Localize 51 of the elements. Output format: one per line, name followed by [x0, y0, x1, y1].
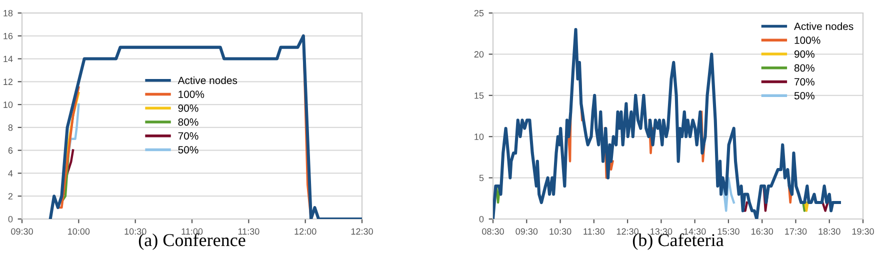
x-tick-label: 09:30	[11, 228, 33, 235]
x-tick-label: 08:30	[482, 228, 504, 235]
y-tick-label: 0	[8, 216, 13, 222]
text: (a) Conference	[138, 233, 246, 250]
y-tick-label: 0	[479, 216, 484, 222]
x-tick-label: 11:30	[584, 228, 605, 235]
y-tick-label: 4	[8, 170, 13, 176]
y-tick-label: 10	[4, 102, 13, 108]
x-tick-label: 11:00	[182, 228, 203, 235]
legend-label: 90%	[794, 50, 814, 58]
legend-label: 70%	[794, 78, 814, 86]
x-tick-label: 11:30	[238, 228, 260, 235]
x-tick-label: 15:30	[718, 228, 740, 235]
y-tick-label: 2	[8, 193, 13, 200]
y-tick-label: 15	[474, 92, 484, 99]
y-tick-label: 25	[474, 10, 484, 16]
x-tick-label: 13:30	[650, 228, 672, 235]
legend-label: Active nodes	[178, 76, 238, 84]
legend-label: 50%	[794, 92, 814, 100]
y-tick-label: 6	[8, 147, 13, 154]
x-tick-label: 10:30	[124, 228, 146, 235]
legend-label: 70%	[178, 132, 198, 140]
y-tick-label: 20	[474, 51, 484, 58]
y-tick-label: 18	[4, 10, 13, 16]
x-tick-label: 16:30	[751, 228, 774, 235]
legend-label: 80%	[178, 118, 198, 126]
x-tick-label: 10:00	[68, 228, 90, 235]
x-tick-label: 17:30	[785, 228, 807, 235]
text: (b) Cafeteria	[632, 233, 724, 250]
x-tick-label: 12:30	[351, 228, 373, 235]
y-tick-label: 16	[4, 32, 13, 40]
legend-label: 100%	[178, 90, 204, 98]
y-tick-label: 10	[474, 134, 484, 140]
line-series	[48, 34, 362, 219]
x-tick-label: 19:30	[852, 228, 874, 235]
legend-label: 90%	[178, 104, 198, 112]
legend-label: 80%	[794, 64, 814, 72]
line-series	[722, 176, 735, 212]
legend-label: Active nodes	[794, 22, 854, 30]
y-tick-label: 5	[479, 174, 484, 182]
x-tick-label: 12:30	[616, 228, 638, 235]
legend-label: 100%	[794, 36, 820, 44]
x-tick-label: 18:30	[818, 228, 840, 235]
y-tick-label: 8	[8, 124, 13, 131]
y-tick-label: 12	[4, 78, 13, 85]
legend-label: 50%	[178, 146, 198, 154]
x-tick-label: 09:30	[516, 228, 538, 235]
y-tick-label: 14	[4, 56, 13, 62]
x-tick-label: 14:30	[684, 228, 706, 235]
x-tick-label: 10:30	[550, 228, 572, 235]
x-tick-label: 12:00	[294, 228, 316, 235]
